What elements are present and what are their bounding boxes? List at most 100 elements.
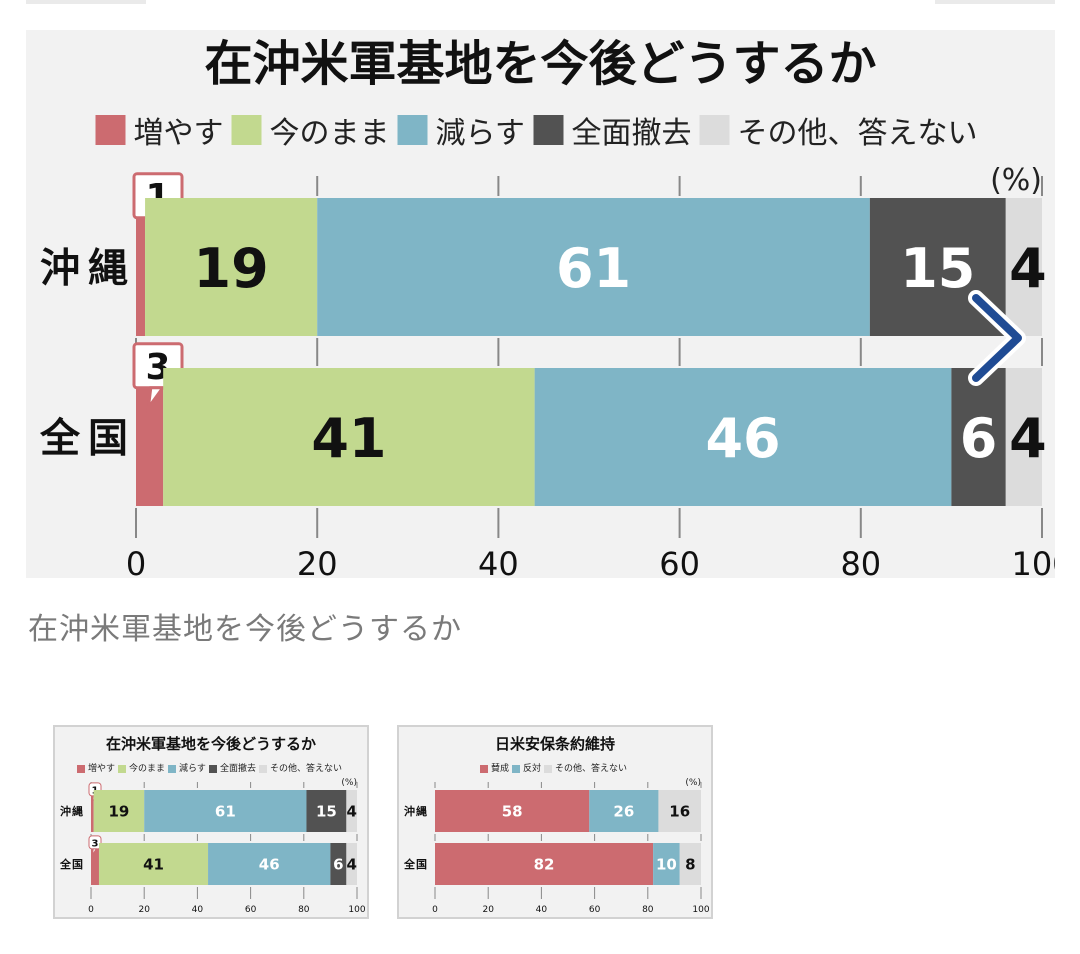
bar-segment-0 [435,790,590,832]
x-tick-label: 0 [432,905,438,915]
main-chart-image: 在沖米軍基地を今後どうするか 増やす 今のまま 減らす 全面撤去 その他、答えない (%) 0… [26,30,1073,583]
bar-segment-2 [144,790,307,832]
legend-label-1: 今のまま [270,116,390,151]
legend-swatch-4 [699,115,730,145]
data-label: 4 [1009,407,1047,470]
x-tick-label: 40 [536,905,548,915]
bar-segment-3 [330,843,347,885]
bar-segment-2 [317,198,870,336]
unit-label: (%) [685,778,701,788]
x-tick-label: 40 [478,545,519,578]
data-label: 26 [613,803,634,821]
category-label: 沖縄 [40,245,136,291]
bar-segment-4 [1005,368,1042,506]
legend-swatch-2 [397,115,428,145]
bar-segment-1 [653,843,680,885]
data-callout-pointer [146,386,166,414]
data-label: 61 [556,237,631,300]
bar-segment-2 [679,843,701,885]
bar-segment-2 [658,790,701,832]
bar-segment-1 [145,198,318,336]
legend-swatch-1 [512,765,520,773]
x-tick-label: 80 [298,905,310,915]
legend-label-1: 今のまま [129,762,165,774]
category-label: 沖縄 [60,804,84,818]
category-label: 全国 [39,415,136,461]
unit-label: (%) [341,778,357,788]
data-label: 61 [215,803,236,821]
bar-segment-1 [98,843,209,885]
legend-swatch-0 [95,115,126,145]
data-label: 19 [108,803,129,821]
legend-label-2: 減らす [179,762,206,774]
thumbnail-security-treaty-chart[interactable]: 日米安保条約維持 賛成 反対 その他、答えない (%) 0 20 40 60 80 100 沖縄 58 2… [397,725,713,919]
x-tick-label: 20 [138,905,150,915]
x-tick-label: 60 [589,905,601,915]
category-label: 全国 [403,857,428,871]
legend-label-3: 全面撤去 [572,116,692,151]
data-label: 4 [346,856,356,874]
legend-label-2: その他、答えない [555,762,627,774]
image-caption: 在沖米軍基地を今後どうするか [28,612,462,647]
x-tick-label: 80 [840,545,881,578]
legend-swatch-0 [480,765,488,773]
x-tick-label: 60 [659,545,700,578]
bar-segment-4 [346,790,357,832]
bar-segment-1 [93,790,145,832]
data-label: 6 [333,856,343,874]
x-tick-label: 80 [642,905,654,915]
data-label: 46 [705,407,780,470]
data-label: 4 [1009,237,1047,300]
category-label: 沖縄 [404,804,428,818]
legend-swatch-2 [168,765,176,773]
bar-segment-4 [346,843,357,885]
data-label: 41 [143,856,164,874]
bar-segment-0 [91,790,94,832]
x-tick-label: 0 [126,545,146,578]
legend-label-1: 反対 [523,762,541,774]
data-label: 46 [259,856,280,874]
chart-title: 日米安保条約維持 [495,735,615,753]
legend-label-0: 増やす [134,116,224,151]
legend-swatch-2 [544,765,552,773]
chevron-right-icon [972,294,1022,382]
data-label: 15 [316,803,337,821]
chart-title: 在沖米軍基地を今後どうするか [106,735,316,753]
legend-swatch-1 [231,115,262,145]
legend-label-4: その他、答えない [738,116,978,151]
x-tick-label: 40 [192,905,204,915]
category-label: 全国 [59,857,84,871]
data-label: 19 [194,237,269,300]
legend-swatch-3 [209,765,217,773]
data-label: 16 [669,803,690,821]
legend-swatch-4 [259,765,267,773]
x-tick-label: 20 [482,905,494,915]
x-tick-label: 60 [245,905,257,915]
bar-segment-2 [208,843,331,885]
next-slide-button[interactable] [956,280,1046,390]
x-tick-label: 0 [88,905,94,915]
bar-segment-0 [91,843,99,885]
legend-swatch-3 [533,115,564,145]
data-label: 8 [685,856,695,874]
legend-label-4: その他、答えない [270,762,342,774]
top-tab-left [26,0,146,4]
legend-label-0: 賛成 [491,762,509,774]
chart-title: 在沖米軍基地を今後どうするか [204,36,876,92]
x-tick-label: 100 [1011,545,1055,578]
bar-segment-1 [589,790,659,832]
thumbnail-base-chart[interactable]: 在沖米軍基地を今後どうするか 増やす 今のまま 減らす 全面撤去 その他、答えない (%) 0… [53,725,369,919]
legend-swatch-1 [118,765,126,773]
data-label: 3 [92,838,99,849]
top-tab-right [935,0,1055,4]
bar-segment-3 [951,368,1006,506]
legend-label-0: 増やす [88,762,115,774]
bar-segment-4 [1005,198,1042,336]
legend-swatch-0 [77,765,85,773]
data-label: 4 [346,803,356,821]
bar-segment-3 [306,790,347,832]
data-label: 58 [502,803,523,821]
